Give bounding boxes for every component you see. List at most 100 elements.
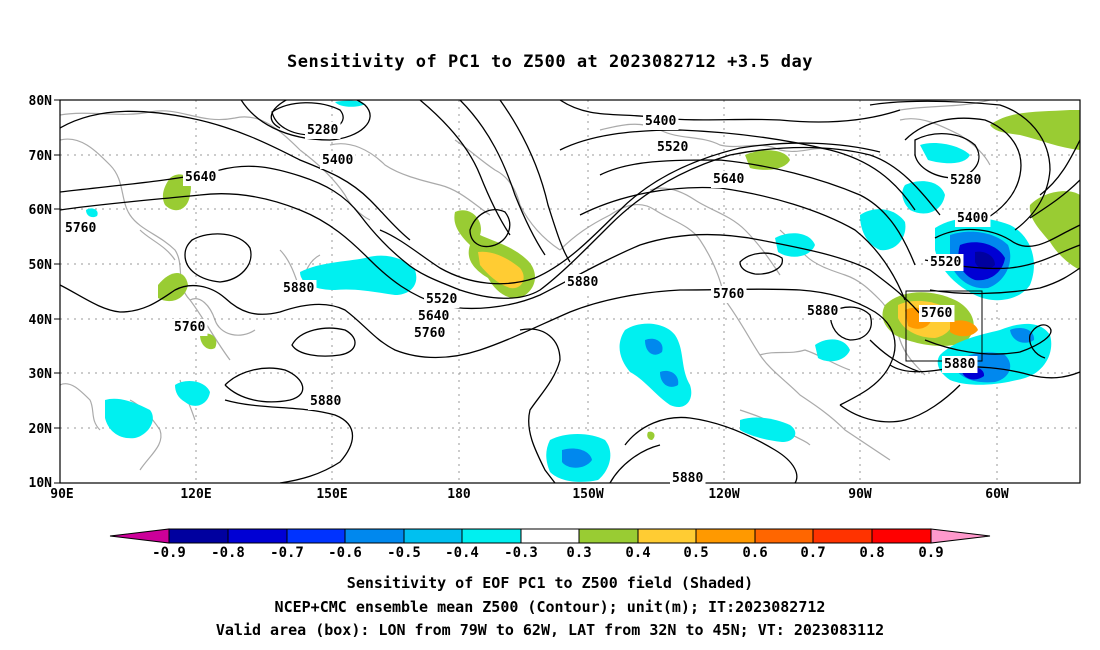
negative-anomaly-blue [645, 338, 663, 355]
negative-anomaly-blue [1010, 328, 1035, 343]
lat-label: 70N [29, 149, 53, 164]
colorbar-bin [637, 528, 697, 544]
contour-label: 5280 [950, 173, 981, 188]
colorbar-high-triangle [930, 528, 991, 544]
negative-anomaly-cyan [86, 208, 98, 218]
lon-axis: 90E 120E 150E 180 150W 120W 90W 60W [50, 487, 1009, 502]
lon-label: 60W [985, 487, 1009, 502]
negative-anomaly-navy [975, 251, 995, 270]
contour-label: 5760 [921, 306, 952, 321]
lon-label: 90E [50, 487, 73, 502]
contour-label: 5400 [957, 211, 988, 226]
contour-label: 5400 [322, 153, 353, 168]
lon-label: 150E [316, 487, 347, 502]
lon-label: 90W [848, 487, 872, 502]
negative-anomaly-blue [562, 448, 592, 468]
colorbar-bin [461, 528, 522, 544]
contour-label: 5880 [567, 275, 598, 290]
map-frame [59, 99, 1081, 484]
positive-anomaly-green [200, 333, 217, 350]
negative-anomaly-cyan [860, 209, 906, 251]
colorbar-label: -0.7 [270, 545, 304, 561]
contour-label: 5880 [283, 281, 314, 296]
contour-label: 5880 [807, 304, 838, 319]
positive-anomaly-orange [478, 251, 524, 289]
negative-anomaly-cyan [920, 143, 970, 164]
colorbar-label: -0.3 [504, 545, 538, 561]
negative-anomaly-cyan [300, 255, 417, 295]
colorbar-label: -0.6 [328, 545, 362, 561]
lon-label: 150W [572, 487, 603, 502]
lat-label: 20N [29, 422, 53, 437]
colorbar-low-triangle [109, 528, 170, 544]
colorbar-bin [578, 528, 639, 544]
contour-label: 5640 [185, 170, 216, 185]
colorbar-label: 0.9 [918, 545, 943, 561]
lat-label: 60N [29, 203, 53, 218]
colorbar-label: 0.3 [566, 545, 591, 561]
contour-labels: 5280 5400 5640 5760 5880 5760 5520 5640 … [63, 113, 991, 487]
colorbar-label: 0.7 [800, 545, 825, 561]
lon-label: 120E [180, 487, 211, 502]
lat-label: 10N [29, 476, 53, 491]
figure-title: Sensitivity of PC1 to Z500 at 2023082712… [286, 52, 813, 72]
colorbar-label: -0.4 [445, 545, 479, 561]
contour-label: 5760 [174, 320, 205, 335]
negative-anomaly-cyan [105, 398, 153, 439]
colorbar-label: 0.6 [742, 545, 767, 561]
positive-anomaly-green [158, 272, 188, 302]
negative-anomaly-cyan [740, 417, 796, 442]
lat-label: 50N [29, 258, 53, 273]
contour-label: 5640 [713, 172, 744, 187]
positive-anomaly-green [647, 431, 655, 440]
contour-label: 5880 [310, 394, 341, 409]
colorbar-label: 0.4 [625, 545, 650, 561]
caption-valid-area: Valid area (box): LON from 79W to 62W, L… [215, 621, 885, 639]
lat-label: 80N [29, 94, 53, 109]
colorbar-bin [754, 528, 814, 544]
colorbar-bin [227, 528, 288, 544]
contour-label: 5520 [657, 140, 688, 155]
colorbar [109, 528, 991, 544]
caption-contour: NCEP+CMC ensemble mean Z500 (Contour); u… [274, 598, 826, 616]
negative-anomaly-blue [660, 370, 679, 387]
contour-label: 5280 [307, 123, 338, 138]
contour-label: 5760 [414, 326, 445, 341]
lat-axis: 80N 70N 60N 50N 40N 30N 20N 10N [29, 94, 53, 491]
colorbar-labels: -0.9 -0.8 -0.7 -0.6 -0.5 -0.4 -0.3 0.3 0… [152, 545, 944, 561]
positive-anomaly-green [990, 110, 1080, 150]
lon-label: 120W [708, 487, 739, 502]
colorbar-bin [871, 528, 932, 544]
colorbar-bin [520, 528, 580, 544]
colorbar-label: 0.5 [683, 545, 708, 561]
lat-label: 30N [29, 367, 53, 382]
contour-label: 5520 [930, 255, 961, 270]
negative-anomaly-cyan [175, 380, 210, 406]
colorbar-bin [168, 528, 229, 544]
lat-ticks [54, 99, 60, 484]
negative-anomaly-cyan [775, 233, 815, 257]
gridlines [60, 100, 1080, 483]
contour-label: 5400 [645, 114, 676, 129]
colorbar-bin [812, 528, 873, 544]
caption-shading: Sensitivity of EOF PC1 to Z500 field (Sh… [346, 574, 754, 592]
negative-anomaly-cyan [902, 181, 945, 214]
colorbar-bin [695, 528, 756, 544]
positive-anomaly-dark-orange [950, 320, 978, 337]
contour-label: 5760 [65, 221, 96, 236]
colorbar-label: 0.8 [859, 545, 884, 561]
negative-anomaly-cyan [815, 339, 850, 362]
contour-label: 5520 [426, 292, 457, 307]
negative-anomaly-cyan [335, 100, 365, 107]
lon-label: 180 [447, 487, 471, 502]
colorbar-bin [403, 528, 463, 544]
contour-label: 5880 [944, 357, 975, 372]
contour-label: 5640 [418, 309, 449, 324]
colorbar-bin [344, 528, 405, 544]
contour-label: 5880 [672, 471, 703, 486]
contour-label: 5760 [713, 287, 744, 302]
colorbar-label: -0.5 [387, 545, 421, 561]
lat-label: 40N [29, 313, 53, 328]
colorbar-bin [286, 528, 346, 544]
colorbar-label: -0.8 [211, 545, 245, 561]
